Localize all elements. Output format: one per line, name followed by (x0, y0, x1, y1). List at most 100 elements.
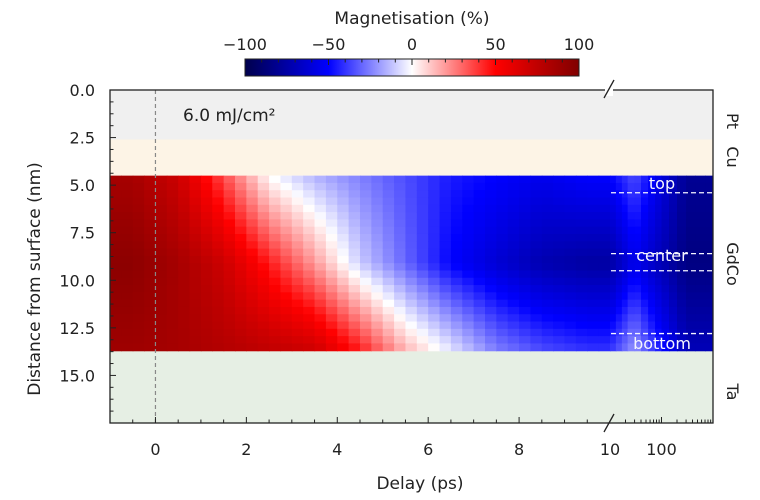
heatmap-cell (575, 270, 588, 279)
heatmap-cell (371, 248, 384, 257)
heatmap-cell (473, 270, 486, 279)
heatmap-cell (200, 343, 213, 352)
heatmap-cell (428, 306, 441, 315)
heatmap-cell (648, 314, 656, 323)
heatmap-cell (269, 263, 282, 272)
heatmap-cell (394, 314, 407, 323)
heatmap-cell (132, 270, 145, 279)
heatmap-cell (189, 277, 202, 286)
heatmap-cell (686, 321, 696, 330)
heatmap-cell (634, 197, 642, 206)
heatmap-cell (348, 190, 361, 199)
heatmap-cell (371, 306, 384, 315)
heatmap-cell (257, 277, 270, 286)
heatmap-cell (382, 314, 395, 323)
heatmap-cell (507, 175, 520, 184)
heatmap-cell (223, 270, 236, 279)
heatmap-cell (621, 285, 629, 293)
heatmap-cell (166, 321, 179, 330)
heatmap-cell (360, 212, 372, 220)
heatmap-cell (223, 248, 236, 257)
heatmap-cell (246, 314, 259, 323)
heatmap-cell (110, 204, 122, 213)
heatmap-cell (439, 241, 452, 250)
heatmap-cell (450, 343, 463, 352)
heatmap-cell (405, 263, 418, 272)
heatmap-cell (485, 299, 497, 308)
heatmap-cell (303, 212, 316, 220)
heatmap-cell (235, 248, 247, 257)
heatmap-cell (155, 343, 168, 352)
heatmap-cell (610, 336, 617, 344)
heatmap-cell (473, 328, 486, 337)
heatmap-cell (269, 175, 282, 184)
heatmap-cell (121, 270, 134, 279)
heatmap-cell (621, 299, 629, 308)
heatmap-cell (530, 204, 543, 213)
heatmap-cell (110, 343, 122, 352)
heatmap-cell (496, 248, 509, 257)
heatmap-cell (615, 241, 623, 250)
heatmap-cell (178, 241, 191, 250)
heatmap-cell (705, 328, 713, 337)
heatmap-cell (269, 321, 282, 330)
heatmap-cell (144, 241, 157, 250)
heatmap-cell (121, 306, 134, 315)
heatmap-cell (615, 182, 623, 191)
heatmap-cell (695, 248, 706, 257)
heatmap-cell (257, 255, 270, 264)
heatmap-cell (634, 292, 642, 301)
heatmap-cell (280, 175, 293, 184)
heatmap-cell (575, 241, 588, 250)
heatmap-cell (394, 277, 407, 286)
heatmap-cell (189, 314, 202, 323)
heatmap-cell (496, 226, 509, 235)
heatmap-cell (394, 190, 407, 199)
heatmap-cell (303, 285, 316, 293)
heatmap-cell (325, 306, 338, 315)
heatmap-cell (337, 285, 350, 293)
heatmap-cell (587, 175, 600, 184)
heatmap-cell (530, 241, 543, 250)
heatmap-cell (405, 270, 418, 279)
heatmap-cell (257, 204, 270, 213)
heatmap-cell (280, 285, 293, 293)
heatmap-cell (200, 175, 213, 184)
heatmap-cell (641, 314, 649, 323)
heatmap-cell (394, 204, 407, 213)
heatmap-cell (166, 285, 179, 293)
heatmap-cell (462, 182, 475, 191)
heatmap-cell (235, 204, 247, 213)
heatmap-cell (705, 270, 713, 279)
heatmap-cell (450, 212, 463, 220)
heatmap-cell (246, 343, 259, 352)
heatmap-cell (655, 343, 663, 352)
heatmap-cell (485, 204, 497, 213)
heatmap-cell (648, 241, 656, 250)
heatmap-cell (325, 182, 338, 191)
heatmap-cell (121, 190, 134, 199)
heatmap-cell (615, 306, 623, 315)
heatmap-cell (439, 292, 452, 301)
heatmap-cell (485, 212, 497, 220)
heatmap-cell (337, 321, 350, 330)
heatmap-cell (686, 175, 696, 184)
heatmap-cell (705, 219, 713, 228)
heatmap-cell (553, 277, 566, 286)
heatmap-cell (695, 204, 706, 213)
heatmap-cell (587, 277, 600, 286)
heatmap-cell (246, 255, 259, 264)
heatmap-cell (178, 321, 191, 330)
heatmap-cell (200, 263, 213, 272)
heatmap-cell (661, 175, 670, 184)
heatmap-cell (610, 306, 617, 315)
heatmap-cell (641, 299, 649, 308)
heatmap-cell (655, 255, 663, 264)
heatmap-cell (541, 292, 554, 301)
heatmap-cell (627, 241, 636, 250)
heatmap-cell (575, 226, 588, 235)
heatmap-cell (615, 343, 623, 352)
heatmap-cell (496, 336, 509, 344)
heatmap-cell (223, 190, 236, 199)
heatmap-cell (382, 336, 395, 344)
